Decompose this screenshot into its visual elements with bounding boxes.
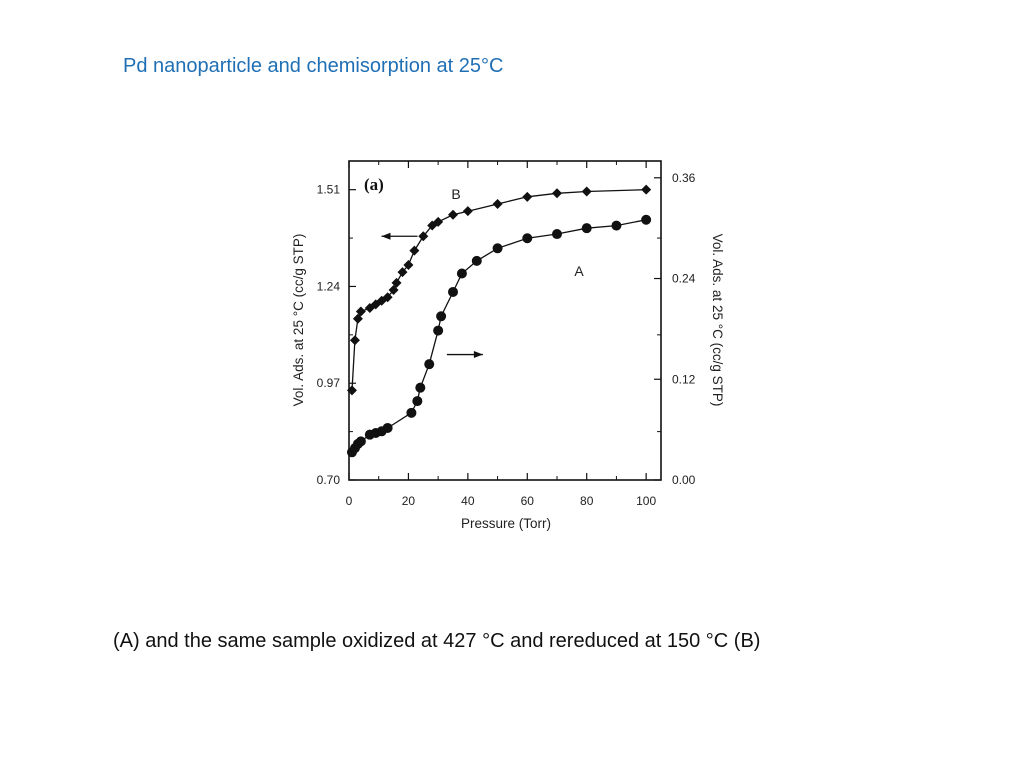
y-axis-right-title: Vol. Ads. at 25 °C (cc/g STP) — [710, 234, 725, 407]
series-A-point — [456, 268, 467, 279]
series-A-point — [641, 214, 652, 225]
series-A-point — [436, 311, 447, 322]
slide-title: Pd nanoparticle and chemisorption at 25°… — [123, 55, 504, 77]
series-A-point — [433, 325, 444, 336]
slide-caption: (A) and the same sample oxidized at 427 … — [113, 630, 761, 652]
plot-frame — [348, 160, 662, 481]
series-label-B: B — [451, 186, 460, 202]
y-right-tick-label: 0.00 — [672, 473, 696, 487]
x-axis-title: Pressure (Torr) — [461, 516, 551, 531]
y-left-tick-label: 1.24 — [317, 279, 341, 293]
series-B-point — [641, 184, 652, 195]
series-A-point — [471, 255, 482, 266]
series-A-point — [448, 286, 458, 297]
series-A-point — [382, 422, 393, 433]
series-B-point — [391, 277, 402, 288]
series-B-point — [448, 209, 458, 220]
series-A-point — [552, 229, 562, 240]
series-B-point — [581, 186, 592, 197]
x-tick-label: 0 — [346, 494, 353, 508]
series-A-point — [412, 396, 423, 407]
series-line-A — [351, 219, 647, 453]
series-A-point — [611, 220, 622, 231]
series-A-point — [492, 243, 503, 254]
x-tick-label: 80 — [580, 494, 594, 508]
series-A-point — [406, 407, 417, 418]
series-A-point — [522, 233, 533, 244]
series-B-point — [552, 188, 562, 199]
series-B-point — [492, 199, 503, 210]
x-tick-label: 100 — [636, 494, 656, 508]
y-left-tick-label: 1.51 — [317, 183, 341, 197]
series-B-point — [522, 191, 533, 202]
series-A-point — [415, 382, 426, 393]
y-right-tick-label: 0.12 — [672, 372, 696, 386]
series-A-point — [424, 359, 435, 370]
series-B-point — [462, 206, 473, 217]
y-right-tick-label: 0.36 — [672, 171, 696, 185]
panel-label: (a) — [364, 175, 384, 194]
y-left-tick-label: 0.97 — [317, 376, 341, 390]
series-B-point — [382, 292, 393, 303]
y-axis-left-title: Vol. Ads. at 25 °C (cc/g STP) — [291, 234, 306, 407]
x-tick-label: 20 — [402, 494, 416, 508]
series-B-point — [397, 267, 408, 278]
series-B-point — [433, 216, 444, 227]
series-B-point — [352, 313, 363, 324]
series-B-point — [418, 231, 429, 242]
arrow-left-head — [381, 232, 391, 240]
series-B-point — [346, 385, 357, 396]
x-tick-label: 60 — [521, 494, 535, 508]
series-B-point — [403, 259, 414, 270]
arrow-right-head — [473, 351, 483, 359]
series-B-point — [355, 306, 366, 317]
series-B-point — [409, 245, 420, 256]
y-left-tick-label: 0.70 — [317, 473, 341, 487]
x-tick-label: 40 — [461, 494, 475, 508]
series-A-point — [581, 223, 592, 234]
series-label-A: A — [574, 263, 584, 279]
series-A-point — [355, 436, 366, 447]
y-right-tick-label: 0.24 — [672, 272, 696, 286]
series-B-point — [388, 285, 399, 296]
series-B-point — [349, 335, 360, 346]
